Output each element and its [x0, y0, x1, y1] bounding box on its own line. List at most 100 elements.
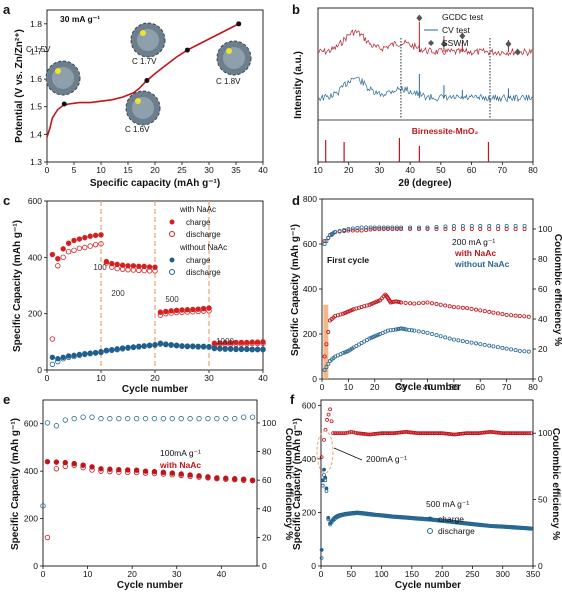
panel-e-xtick-label: 0	[41, 569, 46, 579]
panel-a-ylabel: Potential (V vs. Zn/Zn²⁺)	[14, 29, 25, 143]
panel-f-point-0	[347, 430, 352, 435]
panel-a-annotation: 30 mA g⁻¹	[60, 14, 100, 24]
panel-e-point-1	[205, 475, 211, 481]
panel-f-point-0	[381, 431, 386, 436]
panel-a-coin-spot	[140, 30, 146, 36]
panel-e-point-1	[249, 477, 256, 484]
panel-d-point-3	[326, 235, 331, 240]
panel-c-point-1	[65, 248, 72, 255]
panel-c-xtick-label: 10	[96, 373, 106, 383]
panel-d-point-2	[350, 228, 355, 233]
panel-c-legend-discharge: discharge	[186, 268, 221, 277]
panel-d-ytick-right-label: 0	[538, 374, 543, 384]
panel-d-xtick-label: 30	[396, 382, 406, 392]
panel-d-point-0	[322, 354, 327, 359]
panel-c-legend-marker	[169, 269, 175, 275]
panel-f-point-2	[490, 524, 495, 529]
panel-b-sswm-marker	[416, 14, 423, 22]
panel-d-point-0	[460, 305, 465, 310]
panel-f-point-2	[363, 512, 368, 516]
panel-c-point-3	[157, 341, 164, 347]
panel-b-sswm-marker	[505, 40, 512, 48]
panel-e-xtick-label: 20	[127, 569, 137, 579]
panel-c-point-1	[109, 264, 115, 270]
panel-b-frame	[317, 7, 534, 163]
panel-f-point-0	[504, 431, 509, 436]
panel-f-point-2	[391, 515, 396, 519]
panel-c-point-3	[217, 346, 223, 352]
panel-d-ytick-right-label: 60	[538, 284, 548, 294]
panel-f-point-2	[471, 522, 476, 527]
panel-d-point-0	[487, 309, 492, 314]
panel-a-marker	[184, 47, 190, 53]
panel-c-point-0	[71, 237, 77, 244]
panel-d-point-1	[402, 327, 407, 332]
panel-f-point-2	[493, 524, 498, 529]
panel-f-point-2	[448, 520, 453, 524]
panel-d-point-0	[469, 306, 474, 311]
panel-c-point-3	[227, 346, 234, 352]
panel-c-ytick-label: 0	[37, 365, 42, 375]
panel-f-ytick-label: 400	[302, 454, 316, 464]
panel-e-point-2	[44, 420, 51, 426]
panel-d-point-3	[460, 223, 465, 228]
panel-d-legend-with: with NaAc	[454, 248, 496, 258]
panel-f-point-2	[337, 514, 342, 519]
panel-e-ytick-right-label: 80	[262, 447, 272, 457]
panel-c-point-1	[163, 310, 169, 317]
panel-f-point-2	[359, 511, 364, 516]
panel-f-point-0	[527, 431, 531, 436]
panel-f-point-0	[390, 431, 394, 436]
panel-c-point-3	[260, 347, 266, 353]
panel-d-point-0	[338, 312, 343, 317]
panel-f-ytick-label: 0	[311, 561, 316, 571]
panel-e-ytick-right-label: 100	[262, 418, 276, 428]
panel-f-point-0	[403, 429, 408, 434]
panel-d-point-0	[509, 313, 514, 318]
panel-f-ylabel-right: Coulombic efficiency %	[550, 428, 561, 540]
panel-c-point-3	[206, 344, 212, 350]
panel-d-point-1	[409, 328, 414, 333]
panel-b-xtick-label: 60	[467, 165, 477, 175]
panel-a-xtick-label: 10	[96, 165, 106, 175]
panel-d-point-2	[364, 227, 369, 232]
panel-d-point-0	[421, 300, 426, 305]
panel-f-point-0	[507, 431, 512, 436]
panel-f-point-2	[384, 514, 389, 519]
panel-f-legend-rate: 500 mA g⁻¹	[426, 499, 469, 509]
panel-c-ytick-label: 200	[28, 309, 42, 319]
panel-e-ytick-right-label: 20	[262, 532, 272, 542]
panel-d-point-0	[526, 314, 531, 319]
panel-f-point-2	[435, 518, 439, 523]
panel-d-point-0	[456, 305, 461, 310]
panel-c-point-3	[179, 343, 185, 350]
panel-e-point-2	[116, 415, 122, 422]
panel-f-point-2	[504, 525, 509, 530]
panel-b-xtick-label: 70	[498, 165, 508, 175]
panel-e-ytick-label: 400	[24, 466, 38, 476]
panel-f-point-2	[473, 522, 477, 527]
panel-e-point-2	[125, 415, 131, 422]
panel-d-point-1	[404, 327, 409, 332]
panel-c-point-3	[233, 346, 239, 353]
panel-f-point-2	[402, 515, 406, 520]
panel-f-point-2	[322, 473, 326, 477]
panel-d-point-0	[388, 300, 393, 305]
panel-c-ytick-label: 400	[28, 252, 42, 262]
panel-c-rate-label: 200	[111, 289, 125, 298]
panel-f-point-0	[454, 432, 458, 437]
panel-f-point-0	[502, 431, 507, 436]
panel-e-xtick-label: 40	[217, 569, 227, 579]
panel-f-point-2	[361, 511, 366, 516]
panel-d-point-0	[447, 304, 452, 309]
panel-d-point-3	[487, 223, 492, 228]
panel-c-point-1	[195, 308, 201, 315]
panel-e-frame	[42, 399, 258, 567]
panel-f-point-2	[461, 521, 465, 526]
panel-letter: f	[290, 392, 295, 407]
panel-f-point-0	[372, 432, 377, 436]
panel-d-xlabel: Cycle number	[395, 382, 461, 393]
panel-f-point-0	[529, 431, 533, 436]
panel-a-marker-label: C 1.8V	[216, 77, 241, 86]
panel-f-point-0	[492, 430, 496, 435]
